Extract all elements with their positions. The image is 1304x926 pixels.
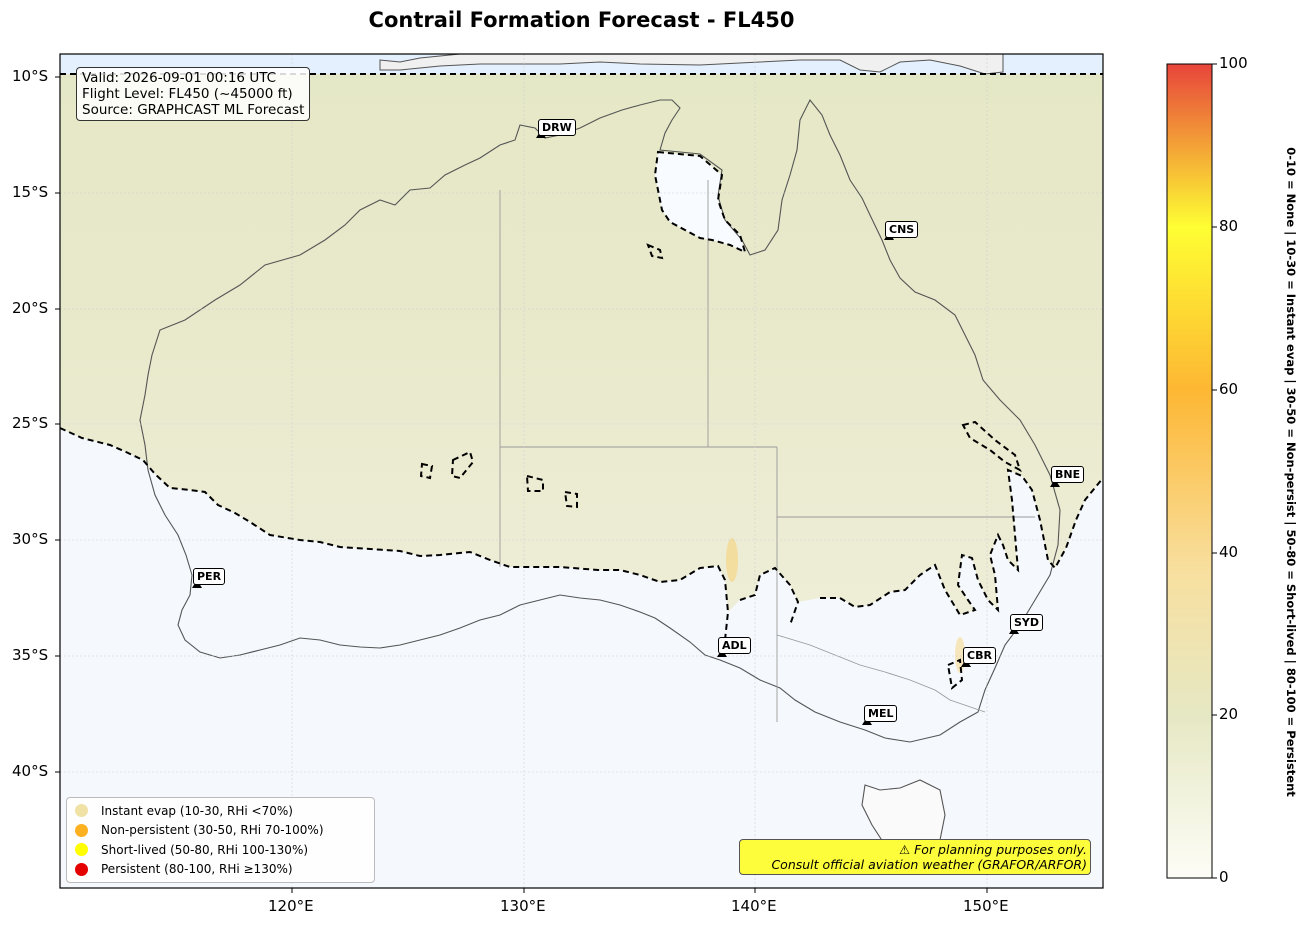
city-label-cbr[interactable]: CBR — [963, 647, 996, 664]
city-label-bne[interactable]: BNE — [1051, 466, 1085, 483]
legend-item: Persistent (80-100, RHi ≥130%) — [73, 860, 368, 880]
legend-label: Non-persistent (30-50, RHi 70-100%) — [101, 823, 324, 838]
colorbar — [1166, 63, 1213, 879]
colorbar-tick-label: 20 — [1219, 705, 1239, 723]
colorbar-tick-label: 0 — [1219, 868, 1229, 886]
y-tick-label: 40°S — [12, 762, 49, 780]
city-marker-icon — [1050, 479, 1060, 487]
hotspot — [726, 538, 738, 582]
city-label-adl[interactable]: ADL — [718, 637, 751, 654]
colorbar-tick-label: 80 — [1219, 217, 1239, 235]
legend-label: Short-lived (50-80, RHi 100-130%) — [101, 842, 309, 857]
map-frame — [59, 53, 1104, 889]
legend-item: Instant evap (10-30, RHi <70%) — [73, 801, 368, 821]
y-tick-label: 20°S — [12, 299, 49, 317]
x-tick-label: 150°E — [963, 897, 1009, 915]
x-tick-label: 130°E — [500, 897, 546, 915]
new-guinea-coast — [379, 54, 1004, 75]
axis-ticks — [55, 76, 988, 893]
flight-level: Flight Level: FL450 (~45000 ft) — [82, 86, 293, 102]
colorbar-ticks — [1212, 63, 1217, 879]
chart-title: Contrail Formation Forecast - FL450 — [368, 8, 795, 32]
legend-item: Non-persistent (30-50, RHi 70-100%) — [73, 821, 368, 841]
y-tick-label: 10°S — [12, 67, 49, 85]
y-tick-label: 25°S — [12, 414, 49, 432]
data-source: Source: GRAPHCAST ML Forecast — [82, 102, 305, 118]
persistent-dot-icon — [75, 862, 88, 876]
non-persistent-dot-icon — [75, 823, 88, 837]
forecast-info-box: Valid: 2026-09-01 00:16 UTC Flight Level… — [76, 67, 311, 121]
colorbar-tick-label: 60 — [1219, 380, 1239, 398]
city-label-cns[interactable]: CNS — [885, 221, 919, 238]
legend-label: Persistent (80-100, RHi ≥130%) — [101, 862, 293, 877]
legend-item: Short-lived (50-80, RHi 100-130%) — [73, 840, 368, 860]
disclaimer-box: ⚠ For planning purposes only. Consult of… — [739, 839, 1091, 875]
x-tick-label: 140°E — [731, 897, 777, 915]
gulf-region — [655, 152, 745, 252]
y-tick-label: 15°S — [12, 183, 49, 201]
colorbar-label: 0-10 = None | 10-30 = Instant evap | 30-… — [1284, 147, 1298, 797]
disclaimer-line: ⚠ For planning purposes only. — [899, 842, 1087, 857]
valid-time: Valid: 2026-09-01 00:16 UTC — [82, 70, 277, 86]
coastline — [139, 98, 1061, 743]
colorbar-tick-label: 100 — [1219, 54, 1248, 72]
state-borders — [499, 180, 1035, 722]
instant-evap-dot-icon — [75, 804, 88, 818]
colorbar-tick-label: 40 — [1219, 543, 1239, 561]
city-label-drw[interactable]: DRW — [538, 119, 576, 136]
city-label-mel[interactable]: MEL — [864, 705, 898, 722]
short-lived-dot-icon — [75, 843, 88, 857]
legend: Instant evap (10-30, RHi <70%) Non-persi… — [66, 797, 375, 883]
x-tick-label: 120°E — [268, 897, 314, 915]
disclaimer-line: Consult official aviation weather (GRAFO… — [771, 857, 1087, 872]
legend-label: Instant evap (10-30, RHi <70%) — [101, 803, 293, 818]
contrail-field-region — [60, 74, 1103, 615]
y-tick-label: 30°S — [12, 530, 49, 548]
city-label-per[interactable]: PER — [193, 568, 226, 585]
city-label-syd[interactable]: SYD — [1010, 614, 1044, 631]
y-tick-label: 35°S — [12, 646, 49, 664]
